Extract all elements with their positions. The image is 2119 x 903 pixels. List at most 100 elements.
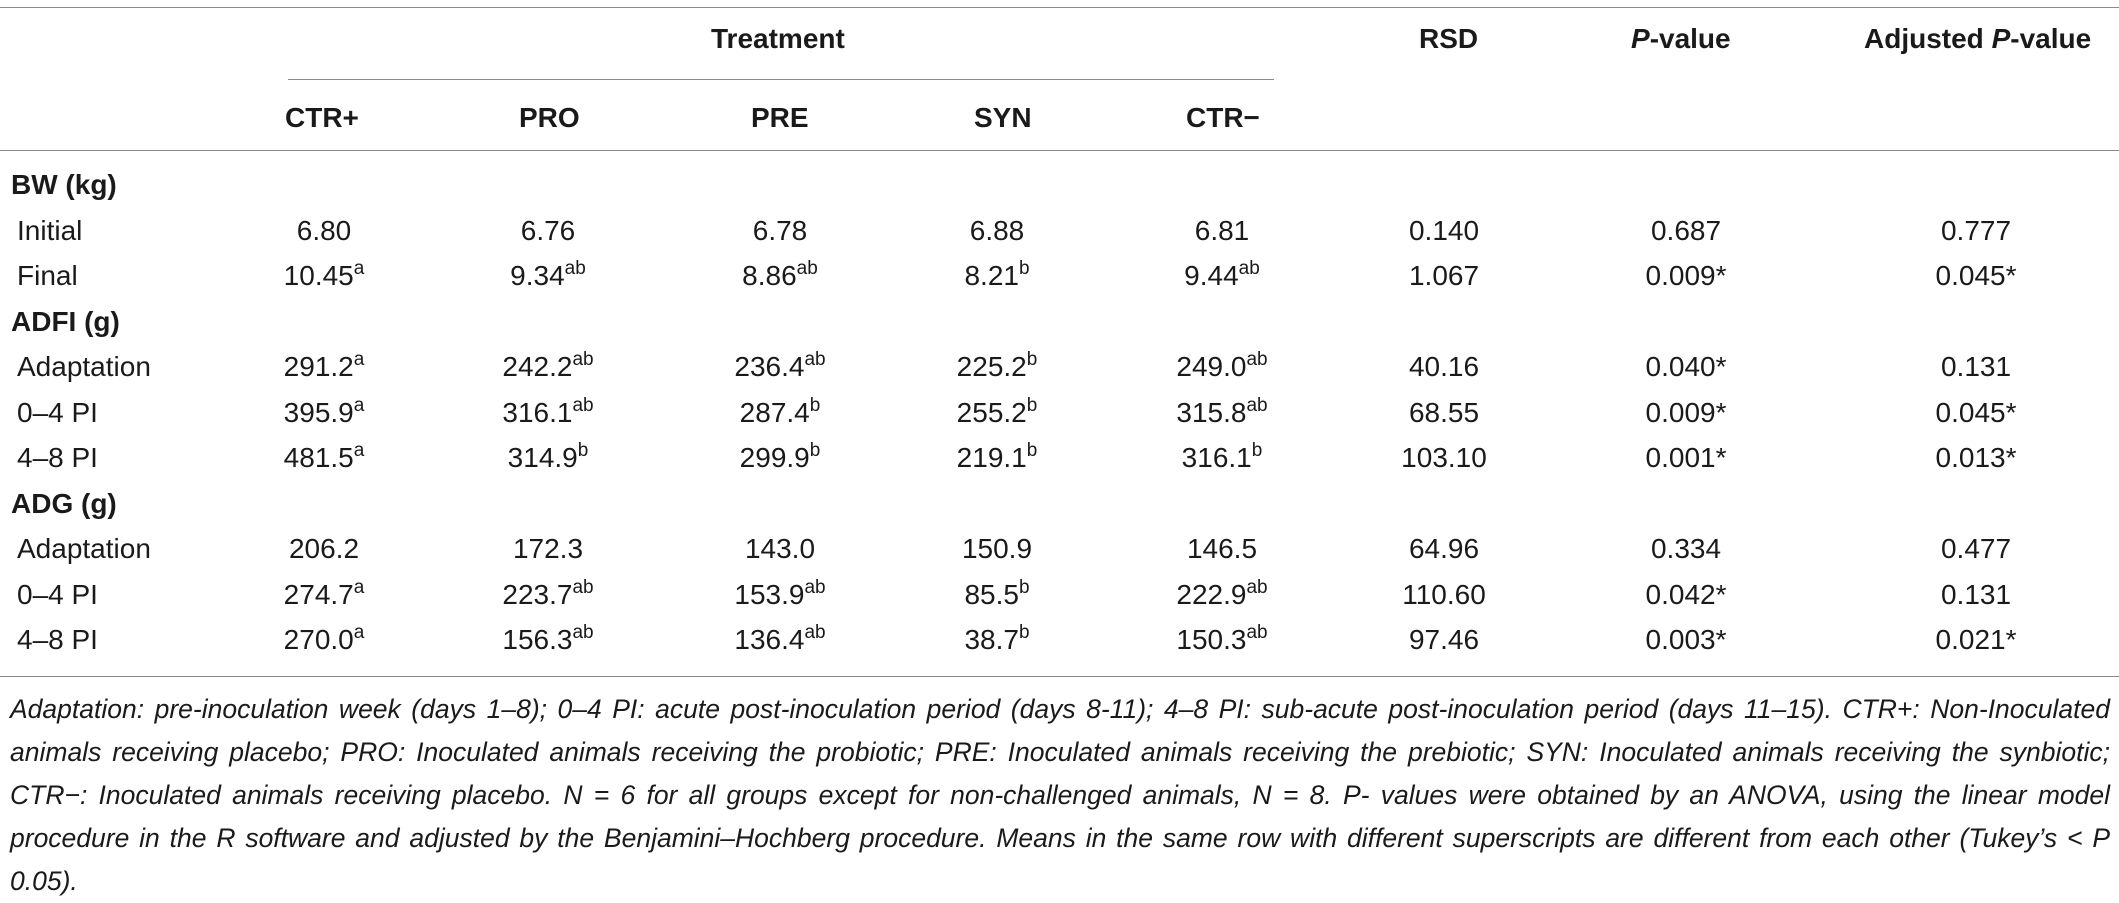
table-cell: 236.4ab: [734, 350, 825, 384]
table-cell: 143.0: [745, 532, 815, 566]
rsd-cell: 103.10: [1401, 442, 1487, 473]
cell-value: 6.80: [296, 214, 352, 246]
table-cell: 316.1b: [1182, 441, 1263, 475]
cell-superscript: ab: [572, 349, 594, 370]
pvalue-cell: 0.042*: [1645, 578, 1727, 610]
table-cell: 481.5a: [284, 441, 365, 475]
table-cell: 274.7a: [284, 578, 365, 612]
cell-value: 9.34: [510, 260, 565, 291]
cell-value: 249.0: [1176, 351, 1247, 382]
cell-value: 206.2: [288, 533, 360, 564]
table-cell: 8.21b: [964, 259, 1029, 293]
row-label: Adaptation: [17, 351, 151, 382]
table-cell: 219.1b: [957, 441, 1038, 475]
column-header-ctr-minus: CTR−: [1186, 102, 1260, 133]
table-cell: 222.9ab: [1176, 578, 1267, 612]
cell-value: 314.9: [507, 442, 578, 473]
cell-superscript: b: [1026, 349, 1038, 370]
cell-value: 6.81: [1194, 214, 1250, 246]
cell-value: 219.1: [956, 442, 1027, 473]
table-cell: 10.45a: [284, 259, 365, 293]
rsd-cell: 0.140: [1408, 214, 1480, 246]
pvalue-header: P-value: [1631, 23, 1731, 54]
table-cell: 299.9b: [740, 441, 821, 475]
cell-value: 223.7: [502, 578, 573, 610]
cell-value: 85.5: [964, 578, 1019, 610]
table-cell: 291.2a: [284, 350, 365, 384]
cell-superscript: b: [809, 394, 821, 416]
cell-value: 10.45: [283, 260, 354, 291]
table-cell: 6.88: [970, 214, 1025, 248]
cell-value: 150.9: [961, 533, 1033, 564]
cell-value: 143.0: [744, 533, 816, 564]
cell-value: 172.3: [512, 533, 584, 564]
cell-value: 315.8: [1176, 396, 1247, 428]
table-cell: 316.1ab: [502, 396, 593, 430]
cell-superscript: ab: [1246, 622, 1268, 643]
table-cell: 6.81: [1195, 214, 1250, 248]
cell-value: 6.76: [520, 214, 576, 246]
table-cell: 6.78: [753, 214, 808, 248]
cell-superscript: b: [1026, 440, 1038, 461]
cell-value: 225.2: [956, 351, 1027, 382]
row-label: Final: [17, 260, 78, 291]
table-cell: 395.9a: [284, 396, 365, 430]
cell-value: 136.4: [734, 624, 805, 655]
cell-value: 6.78: [752, 214, 808, 246]
cell-superscript: b: [1026, 394, 1038, 416]
cell-value: 153.9: [734, 578, 805, 610]
cell-superscript: b: [1018, 576, 1030, 598]
cell-value: 395.9: [283, 396, 354, 428]
cell-superscript: ab: [804, 622, 826, 643]
table-cell: 150.9: [962, 532, 1032, 566]
cell-value: 316.1: [502, 396, 573, 428]
table-cell: 9.44ab: [1184, 259, 1260, 293]
adjusted-pvalue-cell: 0.045*: [1935, 260, 2017, 291]
table-cell: 136.4ab: [734, 623, 825, 657]
cell-value: 291.2: [283, 351, 354, 382]
cell-value: 274.7: [283, 578, 354, 610]
cell-superscript: b: [1251, 440, 1263, 461]
cell-value: 146.5: [1186, 533, 1258, 564]
column-header-syn: SYN: [974, 102, 1032, 133]
cell-superscript: ab: [572, 622, 594, 643]
treatment-group-header: Treatment: [711, 23, 845, 54]
adjusted-pvalue-header: Adjusted P-value: [1864, 23, 2092, 54]
cell-superscript: a: [353, 440, 365, 461]
cell-value: 287.4: [739, 396, 810, 428]
treatment-group-rule: [288, 79, 1274, 80]
rsd-cell: 68.55: [1408, 396, 1480, 428]
adjusted-pvalue-cell: 0.131: [1940, 578, 2012, 610]
table-cell: 314.9b: [508, 441, 589, 475]
column-header-pro: PRO: [519, 102, 580, 133]
table-cell: 38.7b: [964, 623, 1029, 657]
cell-value: 38.7: [964, 624, 1019, 655]
pvalue-cell: 0.003*: [1645, 624, 1727, 655]
cell-superscript: ab: [564, 258, 586, 279]
rsd-cell: 110.60: [1402, 578, 1486, 610]
cell-superscript: ab: [804, 576, 826, 598]
cell-superscript: b: [577, 440, 589, 461]
cell-superscript: ab: [1246, 576, 1268, 598]
adjusted-pvalue-cell: 0.045*: [1935, 396, 2017, 428]
table-cell: 225.2b: [957, 350, 1038, 384]
table-cell: 156.3ab: [502, 623, 593, 657]
cell-superscript: b: [1018, 622, 1030, 643]
pvalue-cell: 0.040*: [1645, 351, 1727, 382]
row-label: Adaptation: [17, 533, 151, 564]
table-footnote: Adaptation: pre-inoculation week (days 1…: [10, 694, 2110, 896]
table-cell: 9.34ab: [510, 259, 586, 293]
adjusted-pvalue-cell: 0.021*: [1935, 624, 2017, 655]
cell-superscript: ab: [572, 576, 594, 598]
table-cell: 8.86ab: [742, 259, 818, 293]
cell-value: 481.5: [283, 442, 354, 473]
cell-value: 156.3: [502, 624, 573, 655]
cell-value: 8.21: [964, 260, 1019, 291]
pvalue-cell: 0.687: [1650, 214, 1722, 246]
cell-superscript: a: [353, 349, 365, 370]
cell-value: 9.44: [1184, 260, 1239, 291]
cell-superscript: a: [353, 622, 365, 643]
cell-value: 236.4: [734, 351, 805, 382]
pvalue-cell: 0.334: [1650, 533, 1722, 564]
table-cell: 242.2ab: [502, 350, 593, 384]
